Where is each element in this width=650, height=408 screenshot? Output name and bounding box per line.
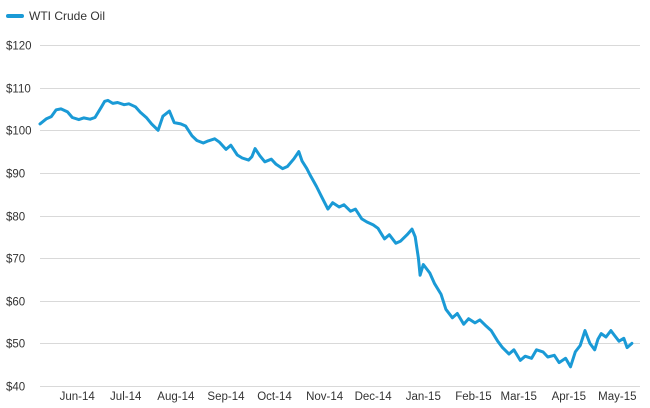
y-tick-label: $40 [6,382,25,394]
legend-label-wti-crude-oil: WTI Crude Oil [29,9,106,23]
y-tick-label: $70 [6,254,25,266]
x-tick-label: Mar-15 [500,391,536,403]
legend-swatch [6,14,24,18]
x-tick-label: Nov-14 [306,391,344,403]
x-tick-label: Oct-14 [257,391,292,403]
x-tick-label: Jul-14 [110,391,142,403]
y-axis-tick-labels: $120 $110 $100 $90 $80 $70 $60 $50 $40 [6,41,32,394]
legend: WTI Crude Oil [6,6,105,26]
x-tick-label: Apr-15 [552,391,587,403]
x-tick-label: Aug-14 [157,391,195,403]
y-tick-label: $110 [6,84,31,96]
gridlines [40,45,640,387]
x-tick-label: Jan-15 [406,391,441,403]
x-tick-label: Jun-14 [60,391,96,403]
y-tick-label: $100 [6,126,32,138]
y-tick-label: $80 [6,212,25,224]
series-line-wti-crude-oil [38,98,634,369]
y-tick-label: $90 [6,169,25,181]
x-tick-label: May-15 [598,391,636,403]
x-tick-label: Feb-15 [455,391,491,403]
series-lines [38,98,634,369]
y-tick-label: $50 [6,339,25,351]
y-tick-label: $60 [6,297,25,309]
x-axis-tick-labels: Jun-14 Jul-14 Aug-14 Sep-14 Oct-14 Nov-14 Dec-… [60,391,637,403]
y-tick-label: $120 [6,41,32,53]
x-tick-label: Dec-14 [355,391,393,403]
x-tick-label: Sep-14 [207,391,245,403]
